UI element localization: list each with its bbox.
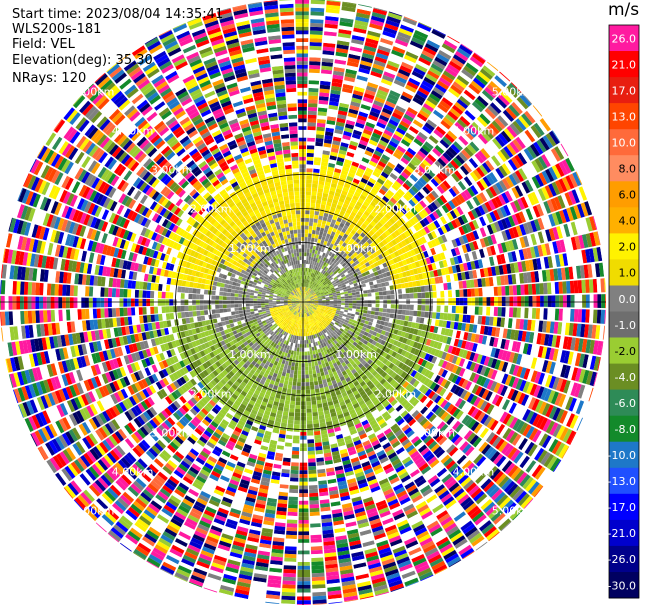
colorbar-segment bbox=[609, 207, 639, 234]
colorbar-tick-label: -6.0 bbox=[615, 397, 636, 410]
ring-label: 4.00km bbox=[112, 125, 154, 138]
colorbar-segment bbox=[609, 181, 639, 208]
colorbar: 26.0 21.0 17.0 13.0 10.0 8.0 6.0 4.0 2.0 1.0 0.0 -1… bbox=[608, 24, 640, 599]
colorbar-segment bbox=[609, 493, 639, 521]
instrument-label: WLS200s-181 bbox=[12, 22, 102, 37]
colorbar-tick-label: -4.0 bbox=[615, 371, 636, 384]
colorbar-segment bbox=[609, 103, 639, 130]
colorbar-tick-label: -10.0 bbox=[608, 449, 636, 462]
ring-label: 2.00km bbox=[190, 203, 232, 216]
colorbar-tick-label: -30.0 bbox=[608, 579, 636, 592]
ring-label: 2.00km bbox=[375, 203, 417, 216]
colorbar-tick-label: 10.0 bbox=[612, 137, 637, 150]
colorbar-tick-label: 8.0 bbox=[619, 163, 637, 176]
field-label: Field: VEL bbox=[12, 37, 75, 52]
colorbar-segment bbox=[609, 441, 639, 469]
colorbar-segment bbox=[609, 129, 639, 156]
colorbar-segment bbox=[609, 519, 639, 547]
colorbar-tick-label: -26.0 bbox=[608, 553, 636, 566]
ring-label: 4.00km bbox=[112, 465, 154, 478]
nrays-label: NRays: 120 bbox=[12, 71, 87, 86]
colorbar-segment bbox=[609, 337, 639, 364]
colorbar-tick-label: -1.0 bbox=[615, 319, 636, 332]
range-ring bbox=[175, 174, 431, 430]
ring-label: 1.00km bbox=[335, 242, 377, 255]
colorbar-segment bbox=[609, 51, 639, 78]
colorbar-tick-label: -17.0 bbox=[608, 501, 636, 514]
colorbar-tick-label: 13.0 bbox=[612, 111, 637, 124]
ring-label: 4.00km bbox=[453, 125, 495, 138]
ring-label: 3.00km bbox=[414, 164, 456, 177]
ppi-gates bbox=[0, 0, 606, 605]
colorbar-tick-label: 26.0 bbox=[612, 32, 637, 45]
ring-label: 3.00km bbox=[414, 426, 456, 439]
colorbar-segment bbox=[609, 25, 639, 52]
elevation-label: Elevation(deg): 35.30 bbox=[12, 53, 153, 68]
ppi-grid bbox=[0, 0, 606, 605]
colorbar-segment bbox=[609, 572, 639, 599]
colorbar-tick-label: -8.0 bbox=[615, 423, 636, 436]
colorbar-tick-label: 17.0 bbox=[612, 84, 637, 97]
colorbar-segment bbox=[609, 389, 639, 417]
ring-label: 1.00km bbox=[229, 348, 271, 361]
colorbar-tick-label: 6.0 bbox=[619, 189, 637, 202]
colorbar-tick-label: -13.0 bbox=[608, 475, 636, 488]
ring-label: 3.00km bbox=[151, 426, 193, 439]
colorbar-segment bbox=[609, 259, 639, 286]
ring-label: 2.00km bbox=[375, 387, 417, 400]
colorbar-segment bbox=[609, 311, 639, 338]
colorbar-segment bbox=[609, 155, 639, 182]
start-time-label: Start time: 2023/08/04 14:35:41 bbox=[12, 7, 224, 22]
colorbar-tick-label: 4.0 bbox=[619, 215, 637, 228]
colorbar-tick-label: 1.0 bbox=[619, 267, 637, 280]
ring-label: 5.00km bbox=[492, 86, 534, 99]
colorbar-segment bbox=[609, 545, 639, 573]
colorbar-tick-label: 2.0 bbox=[619, 241, 637, 254]
colorbar-segment bbox=[609, 77, 639, 104]
ring-label: 5.00km bbox=[73, 86, 115, 99]
ring-label: 2.00km bbox=[190, 387, 232, 400]
range-ring bbox=[209, 208, 397, 396]
colorbar-segment bbox=[609, 467, 639, 495]
colorbar-segment bbox=[609, 363, 639, 391]
ring-label: 1.00km bbox=[229, 242, 271, 255]
colorbar-segment bbox=[609, 285, 639, 312]
ring-label: 3.00km bbox=[151, 164, 193, 177]
colorbar-tick-label: 21.0 bbox=[612, 58, 637, 71]
colorbar-unit: m/s bbox=[608, 0, 640, 20]
ring-label: 5.00km bbox=[492, 505, 534, 518]
range-ring bbox=[243, 242, 363, 362]
ring-label: 4.00km bbox=[453, 465, 495, 478]
ring-label: 1.00km bbox=[335, 348, 377, 361]
colorbar-segment bbox=[609, 233, 639, 260]
colorbar-segment bbox=[609, 415, 639, 443]
colorbar-tick-label: -21.0 bbox=[608, 527, 636, 540]
colorbar-tick-label: 0.0 bbox=[619, 293, 637, 306]
colorbar-tick-label: -2.0 bbox=[615, 345, 636, 358]
ring-label: 5.00km bbox=[73, 505, 115, 518]
